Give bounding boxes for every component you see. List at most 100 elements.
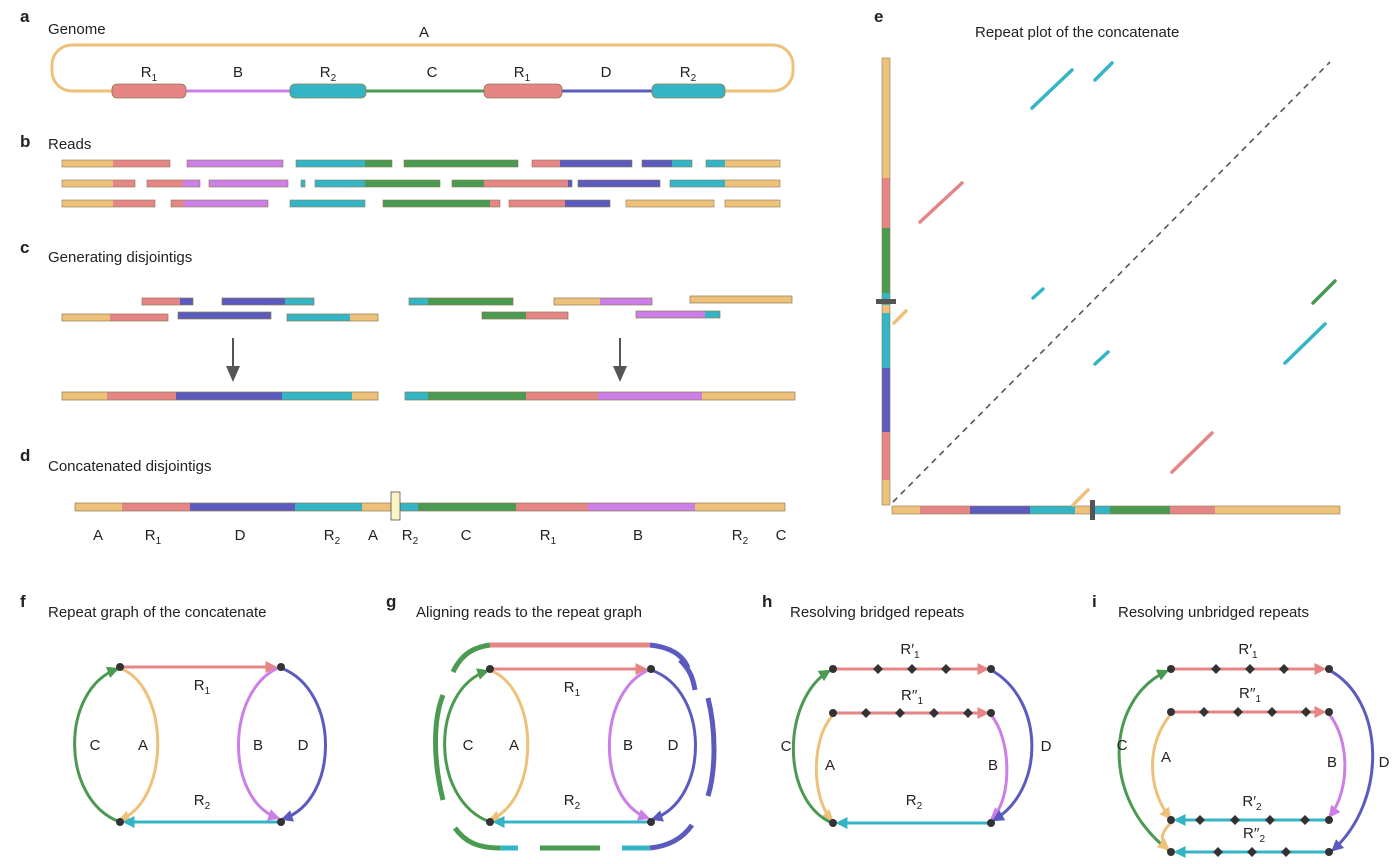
edge-C xyxy=(73,666,121,824)
concat-label: R1 xyxy=(145,527,162,547)
plot-axis-segment-A xyxy=(892,506,920,514)
read-segment-A xyxy=(62,200,113,207)
edge-D xyxy=(650,668,697,822)
plot-axis-segment-R1 xyxy=(1170,506,1215,514)
read-segment-C xyxy=(365,180,440,187)
reads-panel xyxy=(61,159,781,208)
read xyxy=(403,159,519,168)
read-segment-D xyxy=(180,298,193,305)
genome-backbone-A xyxy=(50,43,795,93)
read-segment-R2 xyxy=(705,311,720,318)
disjointig-segment-R2 xyxy=(282,392,352,400)
read-segment-A xyxy=(554,298,600,305)
disjointig-segment-A xyxy=(62,392,107,400)
read-segment-C xyxy=(452,180,484,187)
graph-node xyxy=(987,819,995,827)
mosaic-diamond xyxy=(907,664,917,674)
mosaic-diamond xyxy=(1300,815,1310,825)
read xyxy=(170,199,269,208)
plot-vertical-axis xyxy=(881,57,891,506)
edge-A xyxy=(117,667,160,822)
read-segment-D xyxy=(565,200,610,207)
concatenate-segment-R2 xyxy=(400,503,418,511)
graph-node xyxy=(1325,665,1333,673)
concatenate-segment-A xyxy=(362,503,392,511)
plot-axis-segment-A xyxy=(1215,506,1340,514)
edge-label-D: D xyxy=(1379,754,1390,771)
edge-B xyxy=(1327,713,1347,818)
edge-label-A: A xyxy=(138,737,148,754)
plot-axis-segment-C xyxy=(882,228,890,293)
read-segment-R1 xyxy=(142,298,180,305)
graph-node xyxy=(486,818,494,826)
plot-axis-segment-R2 xyxy=(1030,506,1075,514)
panel-title-a: Genome xyxy=(48,21,106,38)
graph-node xyxy=(1167,708,1175,716)
graph-node xyxy=(1325,816,1333,824)
read-segment-D xyxy=(568,180,572,187)
graph-node xyxy=(277,663,285,671)
read-segment-R1 xyxy=(526,312,568,319)
edge-label-B: B xyxy=(623,737,633,754)
mosaic-diamond xyxy=(1247,847,1257,857)
genome-repeat-R1 xyxy=(111,83,187,99)
disjointig-segment-B xyxy=(598,392,702,400)
edge-label-D: D xyxy=(298,737,309,754)
edge-label-C: C xyxy=(463,737,474,754)
mosaic-diamond xyxy=(895,708,905,718)
junction-tick xyxy=(1090,500,1095,520)
disjointig-segment-R1 xyxy=(107,392,176,400)
read-segment-A xyxy=(62,160,113,167)
repeat-dot-A xyxy=(1071,488,1090,507)
edge-C xyxy=(1117,669,1172,854)
read-segment-R1 xyxy=(532,160,560,167)
read xyxy=(177,311,272,320)
graph-node xyxy=(1325,708,1333,716)
mosaic-diamond xyxy=(1211,664,1221,674)
genome-label: B xyxy=(233,64,243,81)
concat-labels: A R1 D R2 A R2 C R1 B R2 C xyxy=(93,527,787,547)
panel-label-d: d xyxy=(20,446,30,465)
edge-label-B: B xyxy=(988,757,998,774)
edge-A xyxy=(487,669,530,822)
edge-B xyxy=(237,665,281,821)
repeat-dot-R2 xyxy=(1093,61,1114,82)
read-segment-B xyxy=(184,200,268,207)
concatenate-segment-C xyxy=(418,503,516,511)
genome-labels: R1 B R2 C R1 D R2 xyxy=(141,64,697,84)
concatenate-segment-B xyxy=(588,503,695,511)
concat-label: D xyxy=(235,527,246,544)
read-segment-A xyxy=(62,180,113,187)
read-segment-B xyxy=(636,311,705,318)
aligned-read xyxy=(450,642,491,674)
aligned-read xyxy=(678,658,698,691)
read-segment-R2 xyxy=(706,160,725,167)
read xyxy=(286,313,379,322)
read-segment-R2 xyxy=(285,298,314,305)
read xyxy=(186,159,284,168)
genome-repeat-R1 xyxy=(483,83,563,99)
edge-label-R1pp: R′′1 xyxy=(1239,685,1261,705)
repeat-graph-i: R′1 R′′1 R′2 R′′2 C A B D xyxy=(1117,641,1390,858)
junction-marker xyxy=(390,491,401,521)
graph-node xyxy=(486,665,494,673)
read-segment-A xyxy=(725,200,780,207)
edge-C xyxy=(443,668,491,824)
panel-label-a: a xyxy=(20,7,30,26)
read-segment-C xyxy=(365,160,392,167)
mosaic-diamond xyxy=(929,708,939,718)
graph-node xyxy=(829,819,837,827)
read xyxy=(508,199,611,208)
mosaic-diamond xyxy=(1265,815,1275,825)
edge-D xyxy=(990,668,1034,822)
edge-B xyxy=(607,667,652,821)
read xyxy=(314,179,441,188)
read xyxy=(61,159,171,168)
read-segment-B xyxy=(600,298,652,305)
plot-axis-segment-A xyxy=(1075,506,1093,514)
read-segment-A xyxy=(725,180,780,187)
concat-label: B xyxy=(633,527,643,544)
plot-axis-segment-C xyxy=(1110,506,1170,514)
read-segment-R1 xyxy=(147,180,183,187)
read xyxy=(577,179,661,188)
